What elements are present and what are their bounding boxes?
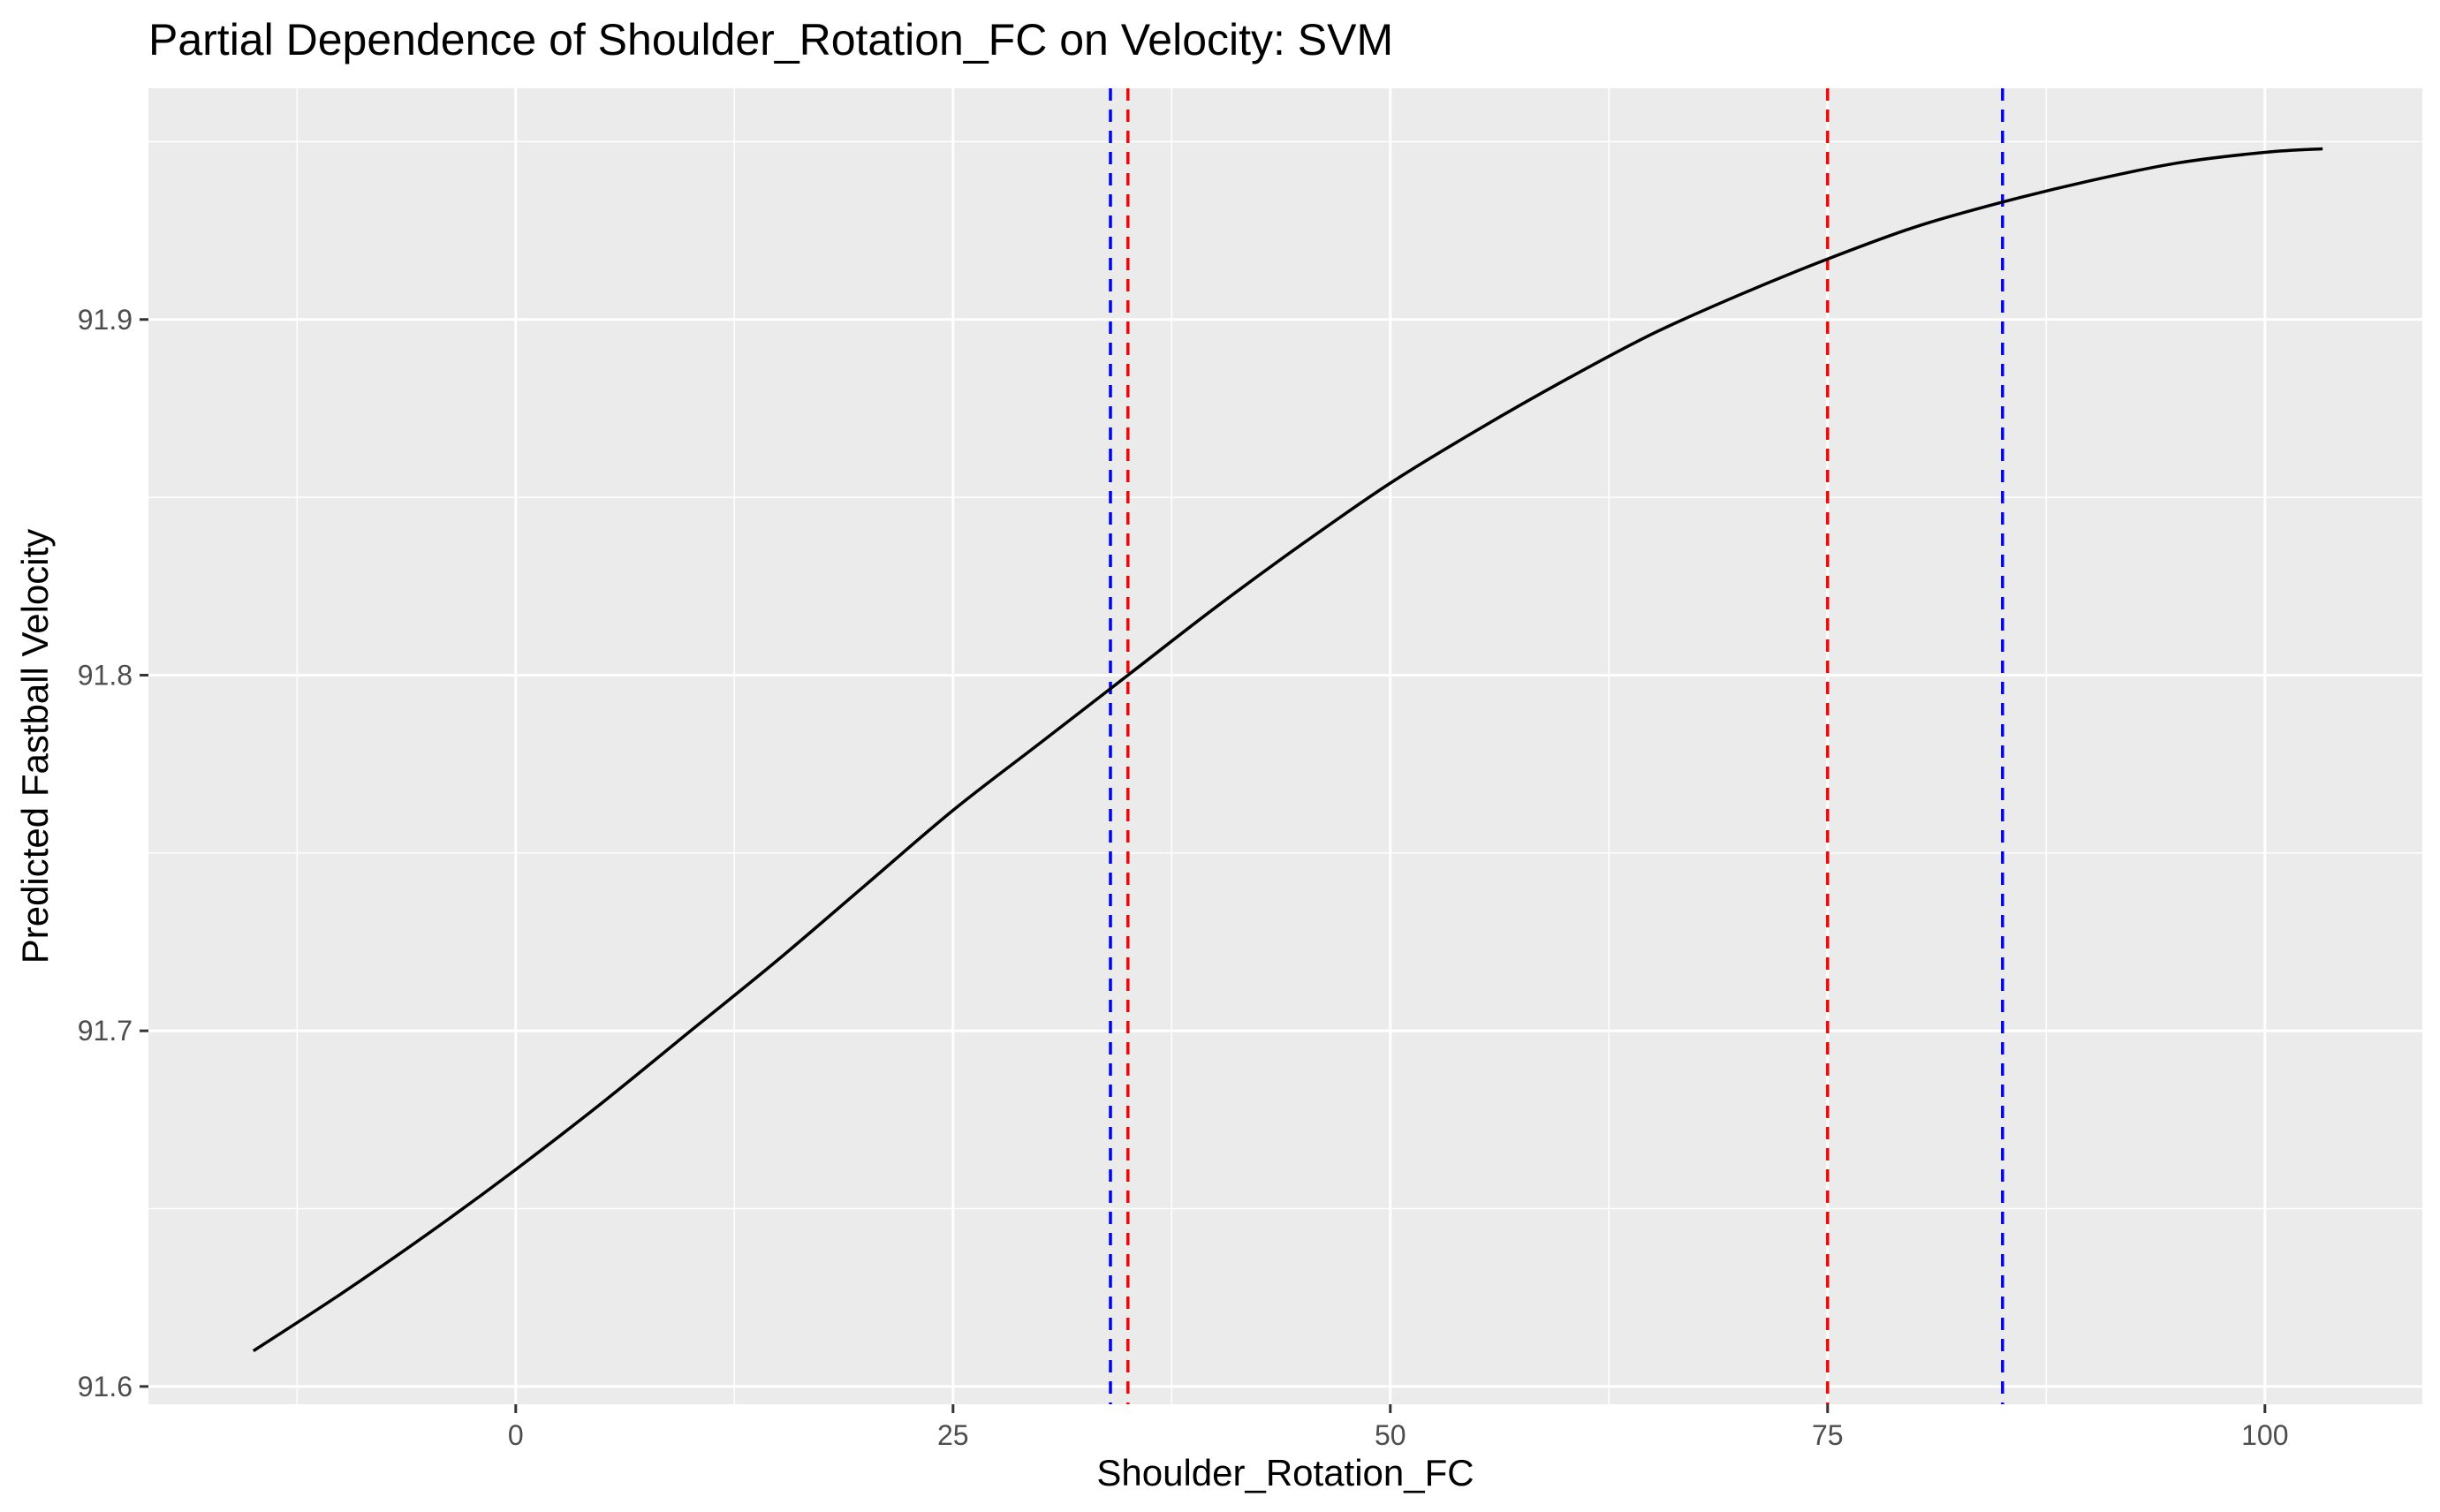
x-tick-label: 50 (1375, 1419, 1406, 1451)
x-tick-label: 75 (1812, 1419, 1844, 1451)
chart-title: Partial Dependence of Shoulder_Rotation_… (148, 15, 1393, 64)
x-tick-label: 0 (508, 1419, 524, 1451)
plot-panel (148, 88, 2422, 1404)
y-tick-label: 91.6 (78, 1371, 133, 1402)
x-axis-title: Shoulder_Rotation_FC (1096, 1452, 1474, 1493)
minor-gridlines (148, 88, 2422, 1404)
y-axis-title: Predicted Fastball Velocity (14, 529, 56, 964)
y-tick-label: 91.9 (78, 304, 133, 336)
y-tick-label: 91.8 (78, 659, 133, 691)
series-line (252, 147, 2323, 1353)
x-axis-ticks: 0 25 50 75 100 (508, 1404, 2288, 1451)
y-tick-label: 91.7 (78, 1015, 133, 1047)
x-tick-label: 25 (937, 1419, 969, 1451)
y-axis-ticks: 91.6 91.7 91.8 91.9 (78, 304, 148, 1402)
x-tick-label: 100 (2241, 1419, 2288, 1451)
data-series (252, 147, 2323, 1353)
reference-lines (1109, 88, 2004, 1404)
